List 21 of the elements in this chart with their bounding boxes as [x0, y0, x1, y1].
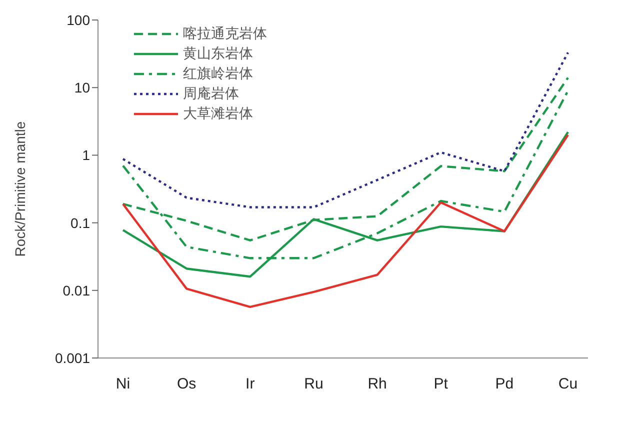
legend-label: 周庵岩体 — [183, 85, 239, 103]
x-tick-label: Cu — [558, 376, 578, 393]
x-tick-label: Ni — [116, 376, 130, 393]
x-tick-label: Ir — [246, 376, 255, 393]
x-tick-label: Ru — [304, 376, 324, 393]
y-tick-label: 1 — [82, 147, 90, 164]
legend-label: 红旗岭岩体 — [183, 65, 253, 83]
legend-label: 黄山东岩体 — [183, 45, 253, 63]
x-tick-label: Pd — [495, 376, 514, 393]
legend-label: 喀拉通克岩体 — [183, 25, 267, 43]
line-series — [122, 134, 570, 308]
y-tick-label: 0.1 — [70, 214, 90, 231]
y-tick-label: 10 — [74, 80, 90, 96]
x-tick-label: Os — [176, 376, 196, 393]
y-tick-label: 0.001 — [54, 350, 90, 366]
x-tick-label: Rh — [368, 376, 387, 393]
y-axis-title: Rock/Primitive mantle — [12, 121, 28, 257]
y-tick-label: 0.01 — [62, 282, 90, 298]
x-tick-label: Pt — [434, 376, 449, 393]
legend-label: 大草滩岩体 — [183, 105, 253, 123]
y-tick-label: 100 — [66, 12, 90, 28]
